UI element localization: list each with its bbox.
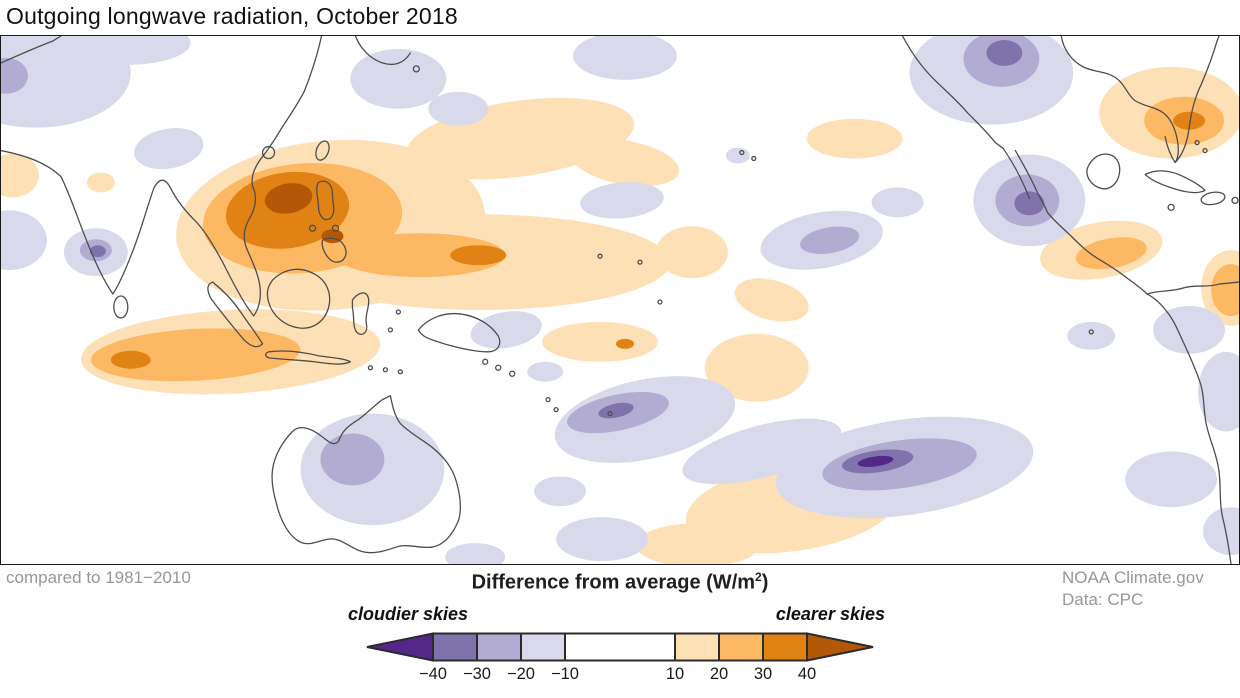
baseline-note: compared to 1981−2010 bbox=[6, 568, 191, 587]
page-title: Outgoing longwave radiation, October 201… bbox=[6, 3, 458, 29]
colorbar-tick-label: 40 bbox=[797, 665, 817, 683]
colorbar-cell bbox=[476, 632, 522, 662]
colorbar-tick-label: 30 bbox=[753, 665, 773, 683]
colorbar-arrow-left bbox=[366, 632, 434, 662]
legend-title-sup: 2 bbox=[755, 570, 762, 584]
positive-anomaly-regions bbox=[1, 66, 1239, 564]
colorbar-tick-label: −40 bbox=[419, 665, 447, 683]
legend-title-text: Difference from average (W/m bbox=[471, 571, 756, 594]
colorbar-arrow-right bbox=[806, 632, 874, 662]
colorbar-tick-labels: −40 −30 −20 −10 10 20 30 40 bbox=[365, 665, 875, 687]
colorbar bbox=[365, 632, 875, 662]
credit-data: Data: CPC bbox=[1062, 590, 1144, 609]
colorbar-cell bbox=[718, 632, 764, 662]
colorbar-tick-label: −10 bbox=[551, 665, 579, 683]
coastlines bbox=[1, 36, 1239, 564]
colorbar-cell bbox=[564, 632, 676, 662]
legend-title-close: ) bbox=[761, 571, 769, 594]
colorbar-cell bbox=[520, 632, 566, 662]
colorbar-tick-label: 20 bbox=[709, 665, 729, 683]
credit: NOAA Climate.gov Data: CPC bbox=[1062, 567, 1204, 611]
cloudier-skies-label: cloudier skies bbox=[348, 604, 469, 624]
credit-source: NOAA Climate.gov bbox=[1062, 568, 1204, 587]
colorbar-cell bbox=[674, 632, 720, 662]
anomaly-map bbox=[0, 35, 1240, 565]
colorbar-svg bbox=[366, 632, 874, 662]
colorbar-cell bbox=[762, 632, 808, 662]
colorbar-tick-label: 10 bbox=[665, 665, 685, 683]
colorbar-tick-label: −20 bbox=[507, 665, 535, 683]
clearer-skies-label: clearer skies bbox=[775, 604, 885, 624]
colorbar-cell bbox=[432, 632, 478, 662]
legend-title: Difference from average (W/m2) bbox=[0, 570, 1240, 595]
colorbar-tick-label: −30 bbox=[463, 665, 491, 683]
anomaly-map-svg bbox=[1, 36, 1239, 564]
